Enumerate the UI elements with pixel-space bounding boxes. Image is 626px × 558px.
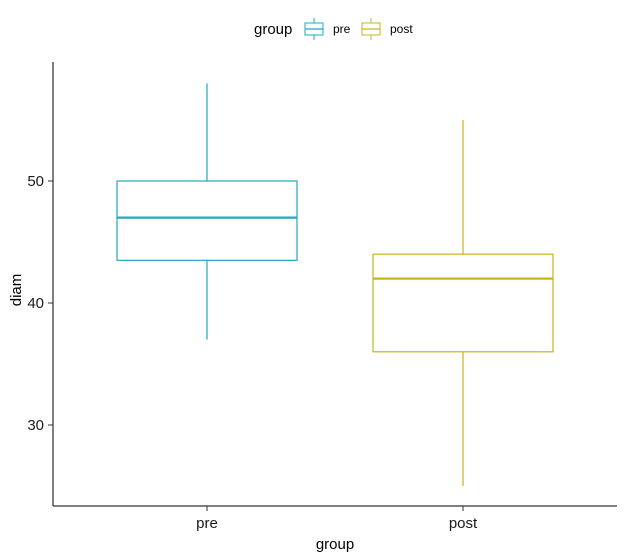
legend-label-pre: pre [333, 22, 351, 36]
y-ticks: 30 40 50 [27, 173, 53, 434]
x-tick-label-post: post [449, 515, 478, 532]
x-axis-title: group [316, 536, 354, 553]
y-tick-label: 30 [27, 417, 44, 434]
iqr-box [372, 253, 554, 353]
box-pre [116, 83, 298, 340]
y-tick-label: 50 [27, 173, 44, 190]
legend: group pre post [254, 18, 413, 40]
legend-item-post: post [361, 18, 413, 40]
y-axis-title: diam [8, 274, 25, 307]
x-tick-label-pre: pre [196, 515, 218, 532]
legend-item-pre: pre [304, 18, 351, 40]
legend-title: group [254, 21, 292, 38]
legend-label-post: post [390, 22, 413, 36]
iqr-box [116, 180, 298, 261]
y-tick-label: 40 [27, 295, 44, 312]
box-post [372, 120, 554, 486]
x-ticks: pre post [196, 506, 478, 532]
box-series [116, 83, 554, 486]
